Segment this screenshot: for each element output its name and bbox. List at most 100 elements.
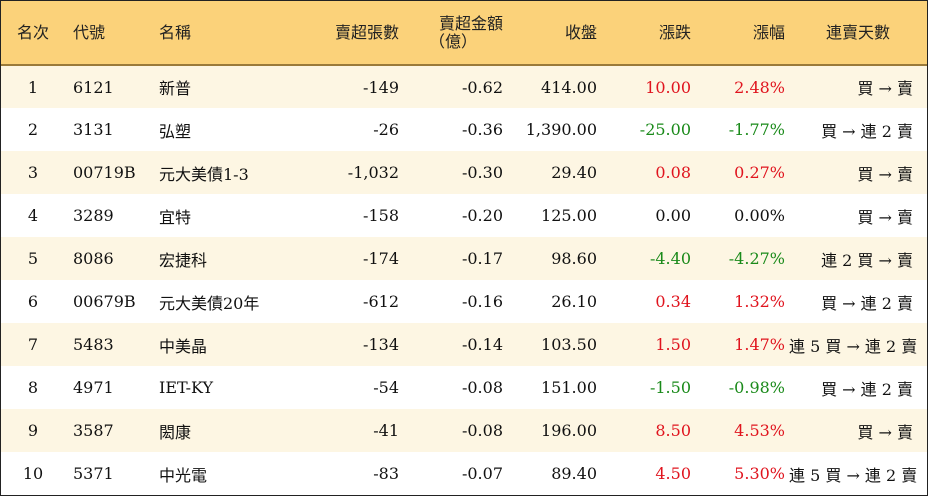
- rank-cell: 8: [27, 378, 39, 397]
- header-code: 代號: [65, 1, 153, 66]
- sell-volume-cell: -134: [363, 335, 399, 354]
- code-cell: 3587: [73, 421, 114, 440]
- change-cell: 8.50: [655, 421, 691, 440]
- code-cell: 4971: [73, 378, 114, 397]
- rank-cell: 3: [27, 163, 39, 182]
- sell-amount-cell: -0.16: [461, 292, 503, 311]
- name-cell: 元大美債1-3: [159, 164, 249, 184]
- rank-cell: 4: [27, 206, 39, 225]
- sell-volume-cell: -174: [363, 249, 399, 268]
- rank-cell: 6: [27, 292, 39, 311]
- code-cell: 3131: [73, 120, 114, 139]
- table-row: 4 3289 宜特 -158 -0.20 125.00 0.00 0.00% 買 → 賣: [1, 194, 927, 237]
- code-cell: 6121: [73, 77, 114, 97]
- close-price-cell: 1,390.00: [525, 120, 597, 139]
- rank-cell: 7: [27, 335, 39, 354]
- rank-cell: 2: [27, 120, 39, 139]
- sell-volume-cell: -26: [373, 120, 399, 139]
- code-cell: 3289: [73, 206, 114, 225]
- streak-cell: 買 → 連 2 賣: [821, 293, 913, 313]
- change-percent-cell: 1.47%: [734, 335, 785, 354]
- name-cell: IET-KY: [159, 378, 214, 397]
- code-cell: 5371: [73, 464, 114, 483]
- sell-amount-cell: -0.07: [461, 464, 503, 483]
- streak-cell: 買 → 賣: [857, 79, 913, 98]
- close-price-cell: 103.50: [541, 335, 597, 354]
- code-cell: 00719B: [73, 163, 136, 182]
- name-cell: 新普: [159, 79, 192, 98]
- streak-cell: 買 → 連 2 賣: [821, 121, 913, 141]
- table-row: 9 3587 閎康 -41 -0.08 196.00 8.50 4.53% 買 → 賣: [1, 409, 927, 452]
- header-sell-amount-unit: （億）: [428, 31, 477, 51]
- change-percent-cell: 4.53%: [734, 421, 785, 440]
- sell-volume-cell: -54: [373, 378, 399, 397]
- table-row: 1 6121 新普 -149 -0.62 414.00 10.00 2.48% 買 → 賣: [1, 65, 927, 108]
- sell-amount-cell: -0.36: [461, 120, 503, 139]
- header-change-percent: 漲幅: [695, 1, 789, 66]
- streak-cell: 買 → 賣: [857, 422, 913, 442]
- change-percent-cell: -1.77%: [728, 120, 785, 139]
- change-percent-cell: -0.98%: [728, 378, 785, 397]
- change-cell: 0.00: [655, 206, 691, 225]
- sell-amount-cell: -0.62: [461, 77, 503, 97]
- table-row: 6 00679B 元大美債20年 -612 -0.16 26.10 0.34 1.32% 買 →…: [1, 280, 927, 323]
- code-cell: 5483: [73, 335, 114, 354]
- header-name: 名稱: [153, 1, 309, 66]
- streak-cell: 買 → 賣: [857, 207, 913, 227]
- streak-cell: 買 → 賣: [857, 164, 913, 184]
- name-cell: 中光電: [159, 465, 208, 485]
- rank-cell: 10: [22, 464, 44, 483]
- change-percent-cell: 0.27%: [734, 163, 785, 182]
- sell-amount-cell: -0.14: [461, 335, 503, 354]
- name-cell: 元大美債20年: [159, 293, 260, 313]
- streak-cell: 連 5 買 → 連 2 賣: [789, 465, 918, 485]
- change-percent-cell: 5.30%: [734, 464, 785, 483]
- close-price-cell: 151.00: [541, 378, 597, 397]
- streak-cell: 買 → 連 2 賣: [821, 379, 913, 399]
- header-rank: 名次: [1, 1, 65, 66]
- header-sell-amount-line1: 賣超金額: [438, 13, 503, 33]
- name-cell: 弘塑: [159, 121, 192, 141]
- table-header: 名次 代號 名稱 賣超張數 賣超金額 （億） 收盤 漲跌 漲幅 連賣天數: [1, 1, 927, 66]
- rank-cell: 5: [27, 249, 39, 268]
- rank-cell: 1: [27, 77, 39, 97]
- table-row: 3 00719B 元大美債1-3 -1,032 -0.30 29.40 0.08 0.27% 買…: [1, 151, 927, 194]
- close-price-cell: 26.10: [551, 292, 597, 311]
- change-percent-cell: 1.32%: [734, 292, 785, 311]
- close-price-cell: 98.60: [551, 249, 597, 268]
- sell-amount-cell: -0.30: [461, 163, 503, 182]
- table-body: 1 6121 新普 -149 -0.62 414.00 10.00 2.48% 買 → 賣 2 31…: [1, 65, 927, 495]
- header-streak-days: 連賣天數: [789, 1, 927, 66]
- close-price-cell: 414.00: [541, 77, 597, 97]
- change-percent-cell: -4.27%: [728, 249, 785, 268]
- name-cell: 閎康: [159, 422, 192, 442]
- change-cell: 0.34: [655, 292, 691, 311]
- change-cell: 4.50: [655, 464, 691, 483]
- close-price-cell: 89.40: [551, 464, 597, 483]
- sell-volume-cell: -612: [363, 292, 399, 311]
- sell-amount-cell: -0.17: [461, 249, 503, 268]
- change-cell: 0.08: [655, 163, 691, 182]
- change-percent-cell: 0.00%: [734, 206, 785, 225]
- header-row: 名次 代號 名稱 賣超張數 賣超金額 （億） 收盤 漲跌 漲幅 連賣天數: [1, 1, 927, 66]
- header-change: 漲跌: [601, 1, 695, 66]
- code-cell: 8086: [73, 249, 114, 268]
- close-price-cell: 196.00: [541, 421, 597, 440]
- streak-cell: 連 2 買 → 賣: [821, 250, 913, 270]
- sell-volume-cell: -149: [363, 77, 399, 97]
- close-price-cell: 125.00: [541, 206, 597, 225]
- change-cell: -4.40: [649, 249, 691, 268]
- sell-volume-cell: -1,032: [347, 163, 399, 182]
- sell-amount-cell: -0.08: [461, 421, 503, 440]
- change-cell: -1.50: [649, 378, 691, 397]
- name-cell: 宜特: [159, 207, 192, 227]
- table-row: 10 5371 中光電 -83 -0.07 89.40 4.50 5.30% 連 5 買 → 連…: [1, 452, 927, 495]
- name-cell: 宏捷科: [159, 250, 208, 270]
- header-close: 收盤: [507, 1, 601, 66]
- code-cell: 00679B: [73, 292, 136, 311]
- change-cell: -25.00: [639, 120, 691, 139]
- close-price-cell: 29.40: [551, 163, 597, 182]
- header-sell-amount: 賣超金額 （億）: [403, 1, 507, 66]
